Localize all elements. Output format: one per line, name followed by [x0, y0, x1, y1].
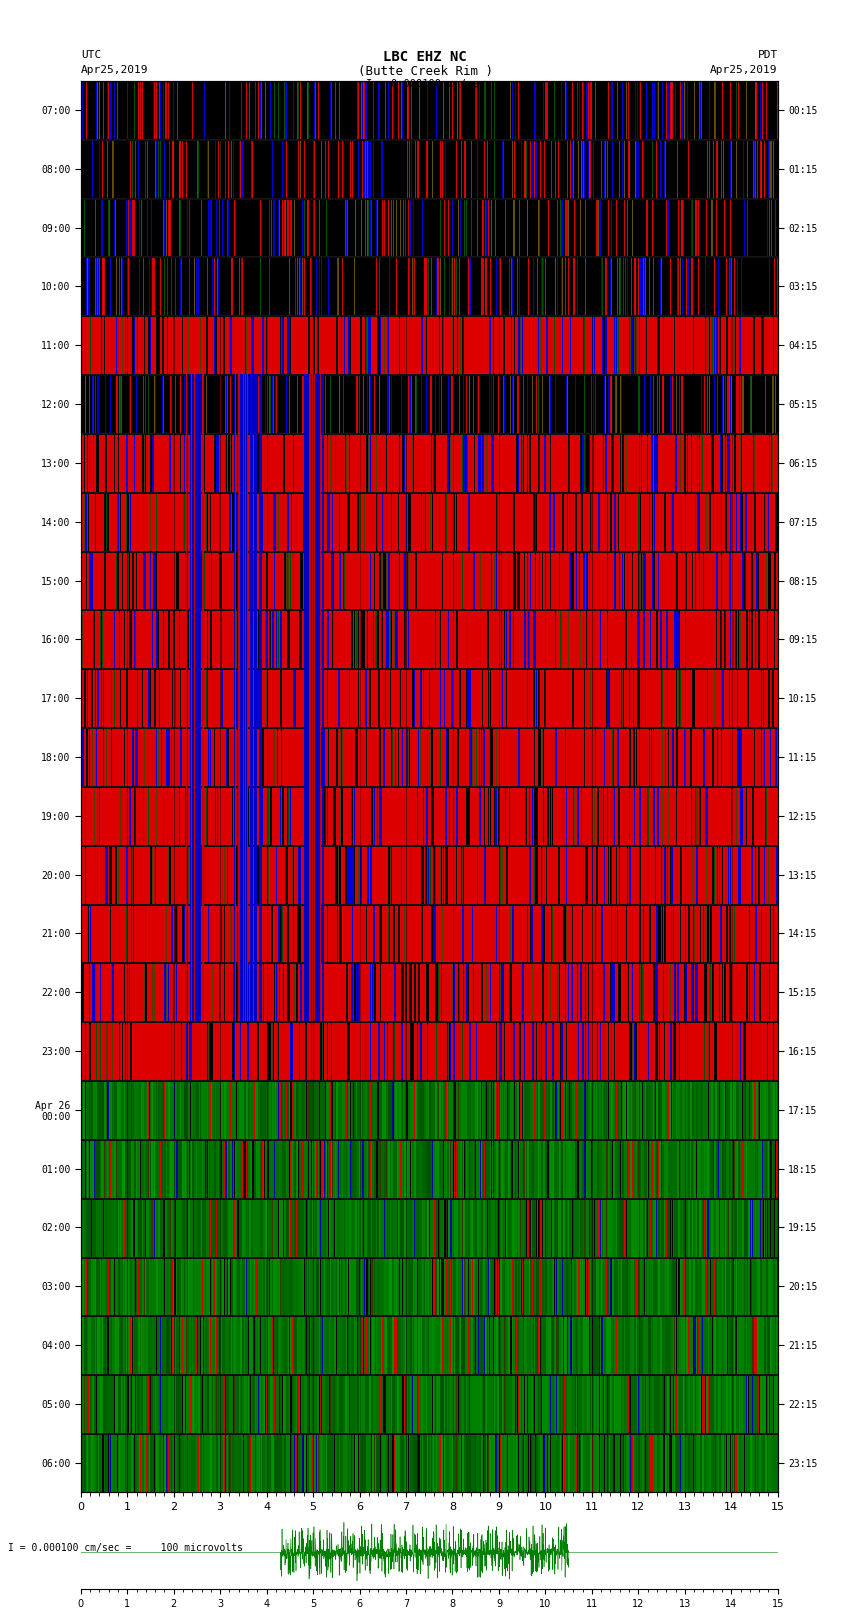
Text: I = 0.000100 cm/sec: I = 0.000100 cm/sec: [366, 79, 484, 89]
Text: Apr25,2019: Apr25,2019: [711, 65, 778, 74]
Text: Apr25,2019: Apr25,2019: [81, 65, 148, 74]
Text: I = 0.000100 cm/sec =     100 microvolts: I = 0.000100 cm/sec = 100 microvolts: [8, 1544, 243, 1553]
Text: UTC: UTC: [81, 50, 101, 60]
Text: LBC EHZ NC: LBC EHZ NC: [383, 50, 467, 65]
X-axis label: TIME (MINUTES): TIME (MINUTES): [382, 1518, 477, 1528]
Text: PDT: PDT: [757, 50, 778, 60]
Text: (Butte Creek Rim ): (Butte Creek Rim ): [358, 65, 492, 77]
